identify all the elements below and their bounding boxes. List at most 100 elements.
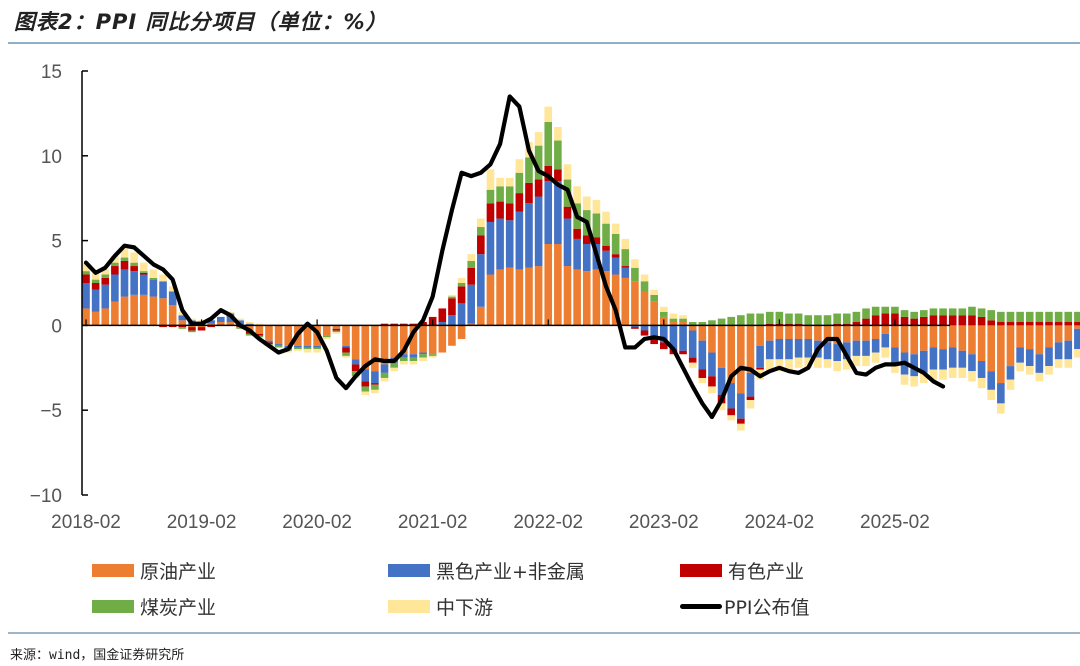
bar-coal [852, 311, 861, 323]
bar-coal [1074, 311, 1080, 323]
legend-item-coal: 煤炭产业 [92, 593, 216, 620]
bar-downstream [409, 361, 418, 365]
legend-label: 有色产业 [728, 561, 805, 583]
bar-downstream [1035, 372, 1044, 382]
legend-label: 中下游 [436, 597, 494, 619]
bar-coal [409, 357, 418, 362]
bar-coal [111, 262, 119, 267]
bar-downstream [660, 306, 668, 312]
bar-nonferrous [207, 325, 215, 328]
bar-downstream [101, 269, 110, 275]
bar-crude [371, 325, 379, 372]
bar-ferrous [120, 269, 129, 297]
bar-downstream [717, 403, 726, 411]
bar-crude [717, 325, 726, 368]
bar-downstream [823, 359, 832, 368]
bar-ferrous [660, 325, 668, 343]
bar-crude [361, 325, 370, 370]
bar-crude [785, 325, 793, 339]
bar-ferrous [351, 359, 360, 365]
bar-nonferrous [592, 237, 601, 244]
bar-ferrous [207, 320, 215, 324]
bar-ferrous [438, 322, 447, 326]
bar-ferrous [987, 371, 996, 390]
bar-downstream [149, 269, 158, 278]
bar-crude [737, 325, 745, 394]
bar-ferrous [342, 345, 350, 348]
bar-nonferrous [920, 316, 928, 326]
bar-nonferrous [746, 396, 755, 401]
bar-nonferrous [419, 322, 427, 326]
bar-crude [409, 325, 418, 355]
bar-ferrous [929, 347, 938, 370]
bar-coal [929, 308, 938, 316]
bar-crude [631, 281, 639, 326]
bar-ferrous [621, 267, 630, 278]
bar-coal [765, 311, 774, 324]
bar-nonferrous [688, 357, 697, 363]
bar-downstream [371, 389, 379, 394]
bar-crude [274, 325, 283, 345]
bar-downstream [958, 367, 967, 378]
bar-nonferrous [477, 235, 485, 255]
bar-coal [814, 315, 822, 326]
bar-crude [486, 274, 495, 326]
axis-layer [81, 70, 950, 496]
bar-nonferrous [977, 316, 986, 326]
bar-coal [948, 308, 957, 316]
bar-ferrous [881, 333, 890, 348]
bar-downstream [245, 322, 254, 324]
bar-crude [457, 325, 466, 339]
bar-crude [910, 325, 918, 355]
bar-crude [958, 325, 967, 351]
bar-ferrous [274, 344, 283, 346]
bar-downstream [120, 247, 129, 258]
bar-coal [823, 315, 832, 326]
bar-downstream [727, 415, 736, 421]
bar-crude [554, 243, 562, 326]
bar-coal [775, 311, 784, 324]
bar-ferrous [708, 352, 716, 377]
bar-coal [621, 249, 630, 267]
bar-nonferrous [929, 315, 938, 326]
bars-layer [82, 106, 1080, 431]
bar-coal [149, 277, 158, 280]
bar-downstream [920, 372, 928, 384]
bar-downstream [294, 349, 302, 351]
bar-ferrous [313, 345, 321, 348]
bar-crude [91, 311, 100, 326]
legend-swatch-downstream [388, 600, 430, 613]
bar-coal [1035, 311, 1044, 323]
bar-coal [544, 121, 553, 166]
bar-coal [708, 320, 716, 326]
bar-coal [428, 354, 437, 356]
y-tick-label: 10 [41, 147, 62, 168]
bar-crude [255, 325, 264, 334]
bar-nonferrous [660, 342, 668, 350]
bar-coal [1006, 311, 1015, 323]
bar-coal [419, 354, 427, 358]
bar-nonferrous [332, 328, 341, 331]
bar-coal [274, 345, 283, 348]
bar-coal [756, 313, 764, 326]
bar-nonferrous [371, 383, 379, 385]
bar-crude [149, 296, 158, 326]
bar-downstream [390, 367, 398, 372]
bar-nonferrous [1016, 322, 1024, 326]
bar-coal [650, 294, 658, 302]
bar-nonferrous [900, 316, 909, 326]
bar-downstream [929, 369, 938, 380]
bar-crude [640, 291, 649, 326]
bar-crude [891, 325, 899, 348]
bar-ferrous [1035, 354, 1044, 373]
bar-nonferrous [139, 272, 148, 275]
bar-coal [457, 283, 466, 287]
bar-crude [1035, 325, 1044, 355]
bar-ferrous [977, 361, 986, 378]
bar-crude [1074, 325, 1080, 329]
bar-nonferrous [342, 347, 350, 353]
bar-nonferrous [756, 367, 764, 370]
bar-coal [236, 327, 244, 329]
bar-crude [929, 325, 938, 348]
x-tick-label: 2021-02 [398, 512, 468, 533]
